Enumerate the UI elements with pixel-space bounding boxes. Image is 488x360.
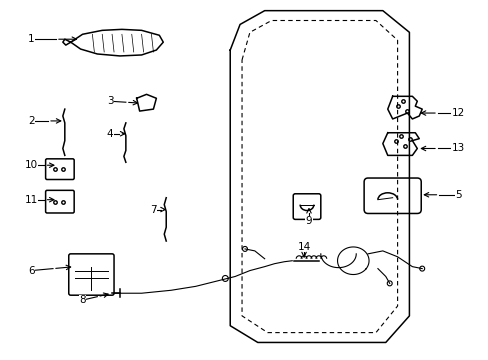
Text: 9: 9 bbox=[305, 216, 312, 226]
Text: 5: 5 bbox=[454, 190, 461, 200]
Text: 2: 2 bbox=[28, 116, 35, 126]
Text: 13: 13 bbox=[451, 144, 464, 153]
Text: 1: 1 bbox=[28, 34, 35, 44]
Text: 3: 3 bbox=[106, 96, 113, 106]
Text: 6: 6 bbox=[28, 266, 35, 276]
Text: 12: 12 bbox=[451, 108, 464, 118]
Text: 14: 14 bbox=[297, 242, 310, 252]
Text: 8: 8 bbox=[79, 295, 86, 305]
Text: 10: 10 bbox=[25, 160, 38, 170]
Text: 11: 11 bbox=[25, 195, 38, 205]
Text: 7: 7 bbox=[150, 204, 157, 215]
Text: 4: 4 bbox=[106, 129, 113, 139]
